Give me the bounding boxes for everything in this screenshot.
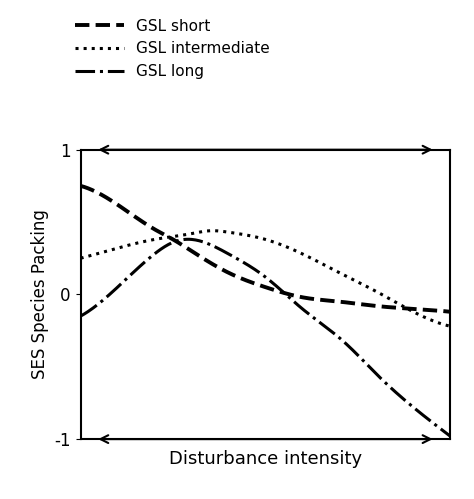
GSL intermediate (210, 228, 216, 234)
GSL long (185, 237, 191, 243)
GSL short (297, 294, 302, 300)
GSL short (298, 294, 303, 300)
GSL long (305, 310, 311, 316)
Legend: GSL short, GSL intermediate, GSL long: GSL short, GSL intermediate, GSL long (69, 12, 276, 85)
GSL short (389, 304, 395, 310)
GSL intermediate (305, 253, 311, 259)
Line: GSL intermediate: GSL intermediate (81, 231, 450, 326)
GSL long (391, 387, 396, 393)
GSL short (78, 183, 83, 189)
GSL long (447, 433, 453, 439)
GSL long (78, 313, 83, 319)
Line: GSL long: GSL long (81, 240, 450, 436)
GSL long (298, 304, 303, 310)
GSL intermediate (298, 250, 303, 256)
Y-axis label: SES Species Packing: SES Species Packing (31, 210, 49, 379)
GSL long (414, 407, 420, 413)
GSL intermediate (391, 298, 396, 304)
GSL short (413, 306, 419, 312)
GSL short (304, 295, 310, 301)
GSL short (447, 309, 453, 315)
GSL short (79, 183, 85, 189)
GSL intermediate (414, 310, 420, 316)
GSL intermediate (299, 250, 305, 256)
GSL intermediate (447, 323, 453, 329)
GSL long (79, 312, 85, 318)
GSL intermediate (79, 255, 85, 261)
Line: GSL short: GSL short (81, 186, 450, 312)
X-axis label: Disturbance intensity: Disturbance intensity (169, 450, 362, 468)
GSL intermediate (78, 255, 83, 261)
GSL long (299, 305, 305, 311)
